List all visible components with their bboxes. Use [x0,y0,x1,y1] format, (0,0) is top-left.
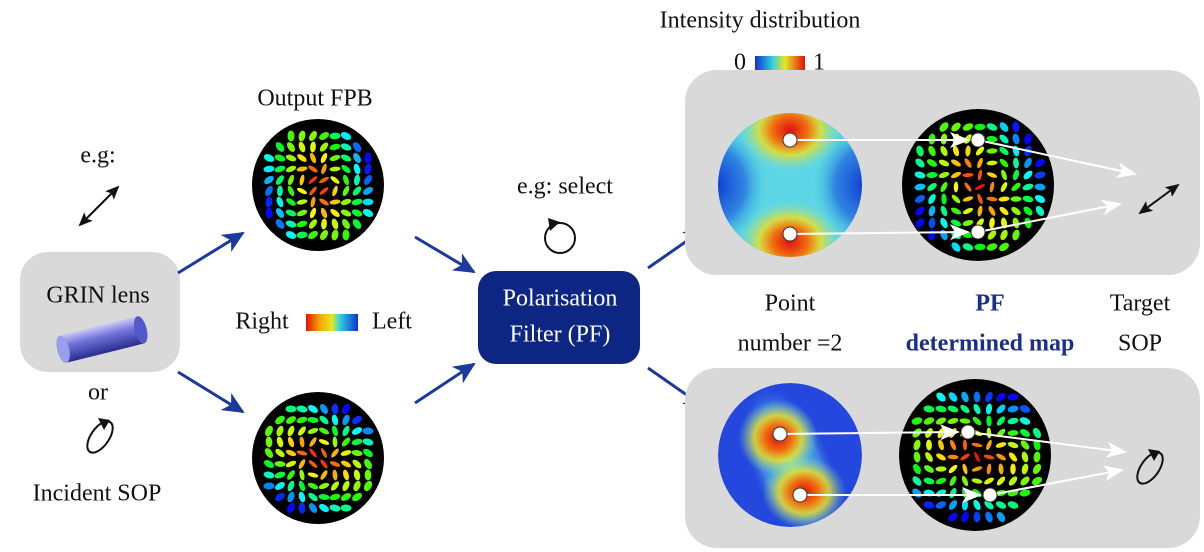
label: PF [975,291,1004,317]
arrow [178,233,243,273]
label: e.g: [80,143,115,169]
label: number =2 [738,331,843,357]
arrow [178,372,243,412]
label: Output FPB [257,86,372,112]
label: Target [1110,291,1171,317]
label: Polarisation [503,286,618,312]
label: SOP [1118,331,1162,357]
linear-sop-icon [80,187,118,225]
colorbar [306,314,358,331]
circular-sop-icon [545,218,575,253]
label: e.g: select [517,174,613,200]
label: Filter (PF) [510,322,611,348]
label: Incident SOP [33,481,162,507]
label: determined map [906,331,1075,357]
label: or [88,380,108,406]
fpb-map [252,119,384,251]
elliptical-sop-icon [82,417,117,457]
polarisation-ellipse [285,406,296,413]
label: Point [765,291,816,317]
fpb-map [252,392,384,524]
arrow [415,237,474,272]
label: Left [372,309,412,335]
label: Right [235,309,289,335]
diagram: e.g: GRIN lens or Incident SOP Output FP… [0,0,1204,552]
label: Intensity distribution [660,8,861,34]
label: GRIN lens [46,283,149,309]
arrow [415,364,474,403]
